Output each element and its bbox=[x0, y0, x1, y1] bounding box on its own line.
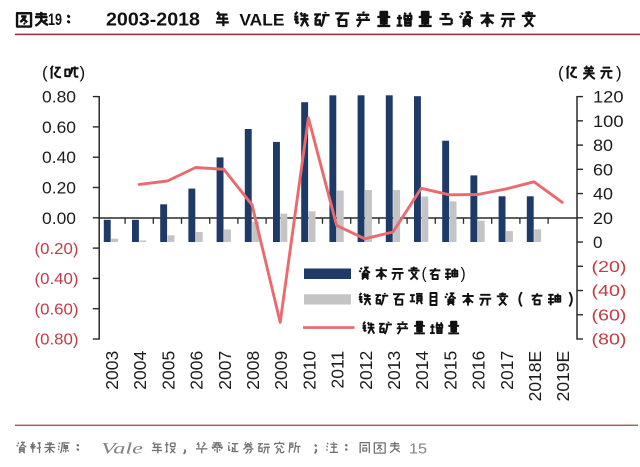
svg-text:2011: 2011 bbox=[328, 351, 348, 389]
svg-text:(20): (20) bbox=[592, 259, 627, 276]
svg-text:120: 120 bbox=[593, 89, 624, 107]
svg-text:2016: 2016 bbox=[469, 351, 489, 390]
svg-text:0: 0 bbox=[593, 234, 603, 252]
svg-text:2015: 2015 bbox=[440, 351, 460, 390]
svg-text:40: 40 bbox=[593, 186, 613, 204]
svg-text:80: 80 bbox=[593, 137, 613, 155]
svg-text:60: 60 bbox=[593, 161, 613, 179]
svg-text:15: 15 bbox=[409, 441, 427, 458]
svg-text:): ) bbox=[461, 266, 466, 283]
svg-text:(40): (40) bbox=[592, 283, 627, 300]
svg-text:): ) bbox=[80, 63, 86, 82]
svg-text:0.00: 0.00 bbox=[42, 210, 76, 228]
svg-text:(: ( bbox=[422, 266, 428, 283]
svg-text:2019E: 2019E bbox=[553, 351, 573, 402]
svg-text:0.80: 0.80 bbox=[42, 89, 76, 107]
svg-text:0.40: 0.40 bbox=[42, 149, 76, 167]
svg-text:(0.80): (0.80) bbox=[35, 332, 79, 349]
svg-text:20: 20 bbox=[593, 210, 613, 228]
svg-text:2017: 2017 bbox=[497, 351, 517, 390]
svg-text:2013: 2013 bbox=[384, 351, 404, 390]
svg-text:(60): (60) bbox=[592, 307, 627, 324]
svg-text:2012: 2012 bbox=[356, 351, 376, 390]
svg-text:2009: 2009 bbox=[271, 351, 291, 390]
svg-text:2005: 2005 bbox=[158, 351, 178, 390]
svg-text:(0.60): (0.60) bbox=[35, 301, 79, 318]
svg-text:100: 100 bbox=[593, 113, 624, 131]
svg-text:2003-2018: 2003-2018 bbox=[106, 10, 200, 30]
svg-text:(80): (80) bbox=[592, 332, 627, 349]
svg-text:(0.20): (0.20) bbox=[35, 241, 79, 258]
svg-text:2008: 2008 bbox=[243, 351, 263, 390]
svg-text:2014: 2014 bbox=[412, 351, 432, 390]
svg-text:2003: 2003 bbox=[102, 351, 122, 390]
svg-text:(: ( bbox=[558, 63, 564, 82]
svg-text:2018E: 2018E bbox=[525, 351, 545, 402]
svg-text:0.20: 0.20 bbox=[42, 180, 76, 198]
svg-text:0.60: 0.60 bbox=[42, 119, 76, 137]
svg-text:): ) bbox=[616, 63, 622, 82]
svg-text:(: ( bbox=[42, 63, 48, 82]
svg-text:2007: 2007 bbox=[215, 351, 235, 390]
svg-text:Vale: Vale bbox=[101, 441, 143, 458]
svg-text:2010: 2010 bbox=[299, 351, 319, 390]
svg-text:(0.40): (0.40) bbox=[35, 271, 79, 288]
svg-text:19: 19 bbox=[48, 10, 62, 29]
svg-text:2004: 2004 bbox=[130, 351, 150, 390]
svg-text:VALE: VALE bbox=[239, 11, 284, 30]
svg-text:2006: 2006 bbox=[187, 351, 207, 390]
